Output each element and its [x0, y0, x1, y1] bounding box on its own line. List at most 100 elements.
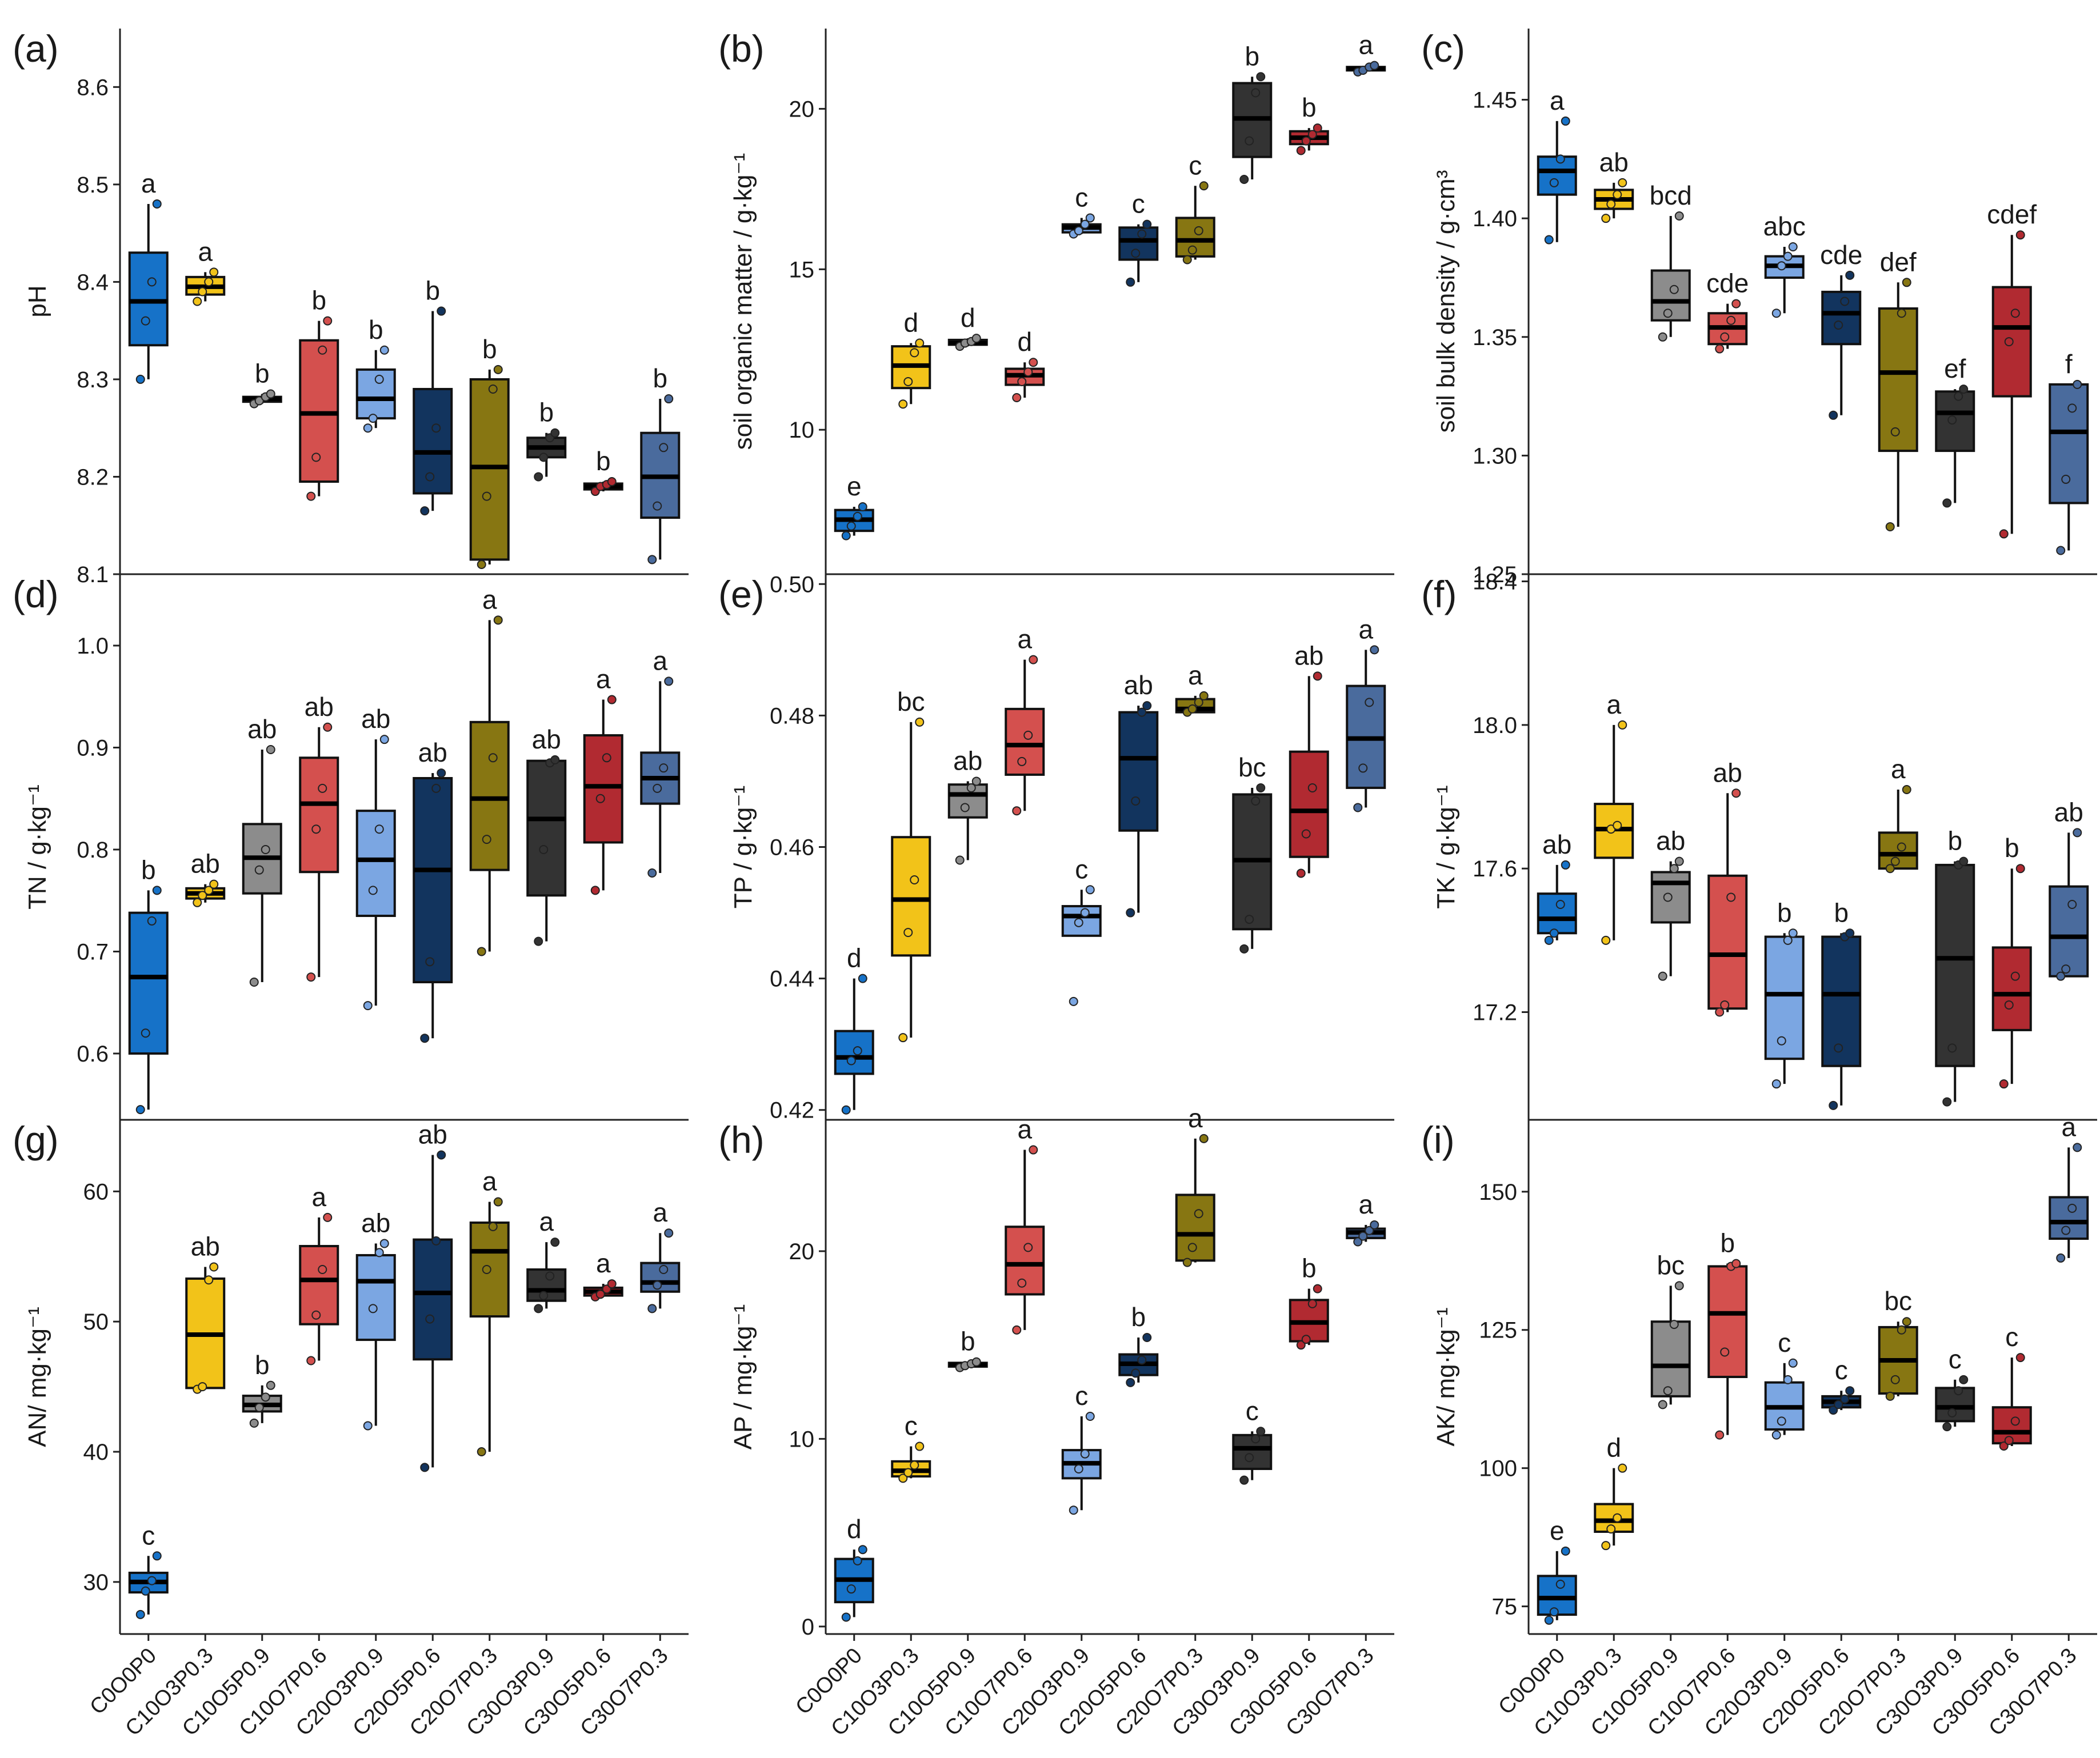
data-point: [1187, 704, 1197, 714]
data-point: [1720, 1347, 1730, 1357]
data-point: [374, 1248, 384, 1258]
panel-label: (f): [1421, 573, 1457, 615]
y-tick-label: 0.7: [77, 939, 109, 964]
y-tick-label: 8.1: [77, 562, 109, 587]
data-point: [2073, 828, 2082, 838]
data-point: [1358, 763, 1368, 773]
data-point: [493, 365, 503, 374]
significance-letter: b: [482, 334, 497, 364]
data-point: [152, 199, 162, 209]
y-axis-title: soil bulk density / g·cm³: [1432, 170, 1460, 433]
data-point: [204, 886, 214, 895]
data-point: [653, 501, 662, 511]
data-point: [1194, 226, 1203, 235]
data-point: [2061, 474, 2071, 484]
data-point: [135, 374, 145, 384]
data-point: [1999, 529, 2009, 539]
box-C20O5P0.6: [413, 1238, 453, 1361]
data-point: [910, 1460, 919, 1470]
data-point: [1947, 1408, 1957, 1417]
data-point: [1845, 928, 1855, 938]
significance-letter: b: [539, 398, 554, 427]
y-tick-label: 150: [1479, 1180, 1517, 1205]
data-point: [1194, 1209, 1203, 1219]
significance-letter: cdef: [1987, 199, 2037, 229]
data-point: [841, 531, 851, 540]
data-point: [1999, 1079, 2009, 1089]
data-point: [1618, 1463, 1627, 1473]
box-C10O7P0.6: [1707, 1265, 1748, 1379]
data-point: [1999, 1441, 2009, 1451]
data-point: [841, 1612, 851, 1622]
y-tick-label: 8.5: [77, 173, 109, 198]
data-point: [261, 844, 270, 854]
data-point: [431, 1236, 441, 1246]
data-point: [266, 1380, 275, 1390]
data-point: [198, 891, 207, 900]
data-point: [1074, 918, 1083, 927]
significance-letter: cde: [1706, 269, 1749, 298]
data-point: [2056, 971, 2066, 981]
data-point: [437, 1150, 446, 1160]
significance-letter: bc: [1884, 1286, 1912, 1316]
data-point: [539, 1291, 549, 1300]
significance-letter: c: [1075, 182, 1088, 212]
data-point: [1313, 123, 1322, 133]
data-point: [1663, 1386, 1673, 1396]
data-point: [204, 1275, 214, 1285]
data-point: [915, 1441, 925, 1451]
data-point: [193, 297, 202, 306]
data-point: [858, 1545, 867, 1555]
data-point: [1890, 1375, 1900, 1384]
data-point: [1829, 1100, 1838, 1110]
data-point: [1942, 1422, 1952, 1432]
data-point: [1669, 285, 1679, 294]
significance-letter: c: [2005, 1322, 2018, 1352]
data-point: [1544, 1615, 1554, 1625]
y-tick-label: 60: [83, 1179, 109, 1204]
data-point: [1954, 391, 1963, 401]
y-tick-label: 1.45: [1473, 88, 1517, 113]
data-point: [1012, 393, 1022, 403]
data-point: [1771, 309, 1781, 318]
data-point: [1731, 299, 1741, 309]
significance-letter: c: [1132, 189, 1145, 219]
data-point: [1658, 332, 1667, 342]
data-point: [1142, 219, 1152, 229]
data-point: [1890, 856, 1900, 866]
significance-letter: a: [482, 1167, 497, 1196]
significance-letter: d: [847, 1514, 862, 1544]
box-C10O5P0.9: [1650, 1320, 1691, 1397]
significance-letter: a: [1891, 754, 1906, 784]
y-axis-title: TN / g·kg⁻¹: [23, 784, 51, 910]
data-point: [595, 1290, 605, 1299]
data-point: [846, 1056, 856, 1066]
y-tick-label: 0.6: [77, 1042, 109, 1067]
box-C30O5P0.6: [583, 734, 623, 844]
data-point: [2073, 1143, 2082, 1152]
y-axis-title: soil organic matter / g·kg⁻¹: [729, 153, 757, 450]
significance-letter: c: [1246, 1396, 1259, 1425]
box-C10O7P0.6: [299, 1245, 339, 1325]
panel-label: (g): [13, 1119, 59, 1161]
y-tick-label: 0.8: [77, 838, 109, 863]
significance-letter: b: [1947, 826, 1962, 856]
significance-letter: ab: [418, 1120, 447, 1150]
significance-letter: c: [1075, 1381, 1088, 1411]
data-point: [193, 898, 202, 907]
box-C20O7P0.3: [469, 720, 510, 871]
data-point: [1783, 251, 1793, 261]
box-C30O7P0.3: [2049, 885, 2089, 978]
data-point: [261, 1392, 270, 1402]
data-point: [1126, 1377, 1135, 1387]
data-point: [2004, 1436, 2014, 1445]
data-point: [1074, 226, 1083, 235]
data-point: [379, 345, 389, 355]
data-point: [1669, 864, 1679, 874]
data-point: [1080, 219, 1090, 229]
data-point: [1126, 277, 1135, 287]
data-point: [368, 886, 378, 895]
significance-letter: b: [311, 286, 326, 315]
data-point: [2067, 1203, 2077, 1213]
